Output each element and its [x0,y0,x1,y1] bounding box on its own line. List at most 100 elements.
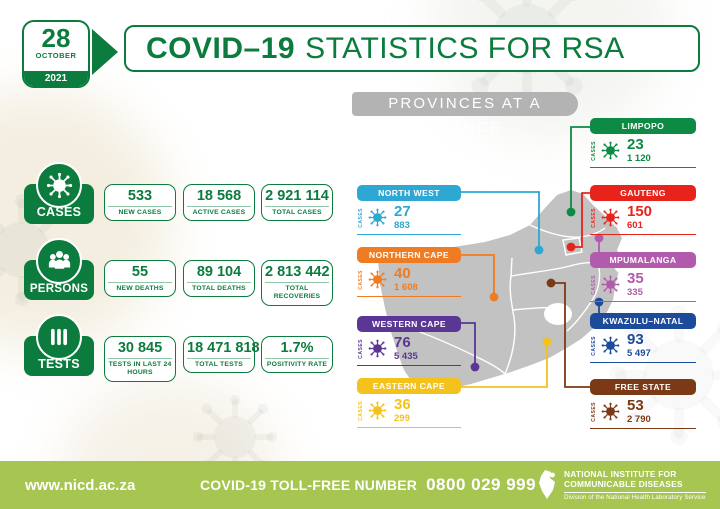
website-link[interactable]: www.nicd.ac.za [25,476,136,494]
province-cases-sub: 335 [627,287,643,298]
province-connectors [449,126,604,388]
province-cases-sub: 883 [394,220,410,231]
province-name: EASTERN CAPE [357,378,461,394]
province-virus-icon [601,275,620,294]
stat-box-tests-24h: 30 845 TESTS IN LAST 24 HOURS [104,336,176,382]
stat-box-positivity-rate: 1.7% POSITIVITY RATE [261,336,333,374]
province-cases-main: 53 [627,397,644,414]
stat-value: 1.7% [280,340,314,356]
page-title: COVID–19 STATISTICS FOR RSA [124,25,700,72]
date-month: OCTOBER [35,51,77,60]
callout-mpumalanga: MPUMALANGA CASES 35 335 [590,252,696,302]
stat-box-active-cases: 18 568 ACTIVE CASES [183,184,255,222]
cases-vertical-label: CASES [358,207,364,228]
nicd-logo-icon [539,470,555,499]
province-name: GAUTENG [590,185,696,201]
stat-box-new-cases: 533 NEW CASES [104,184,176,222]
cases-vertical-label: CASES [358,400,364,421]
org-name-line2: COMMUNICABLE DISEASES [564,478,683,489]
cases-vertical-label: CASES [591,207,597,228]
province-name: NORTH WEST [357,185,461,201]
stat-box-total-recoveries: 2 813 442 TOTAL RECOVERIES [261,260,333,306]
org-subtitle: Division of the National Health Laborato… [564,491,706,502]
stat-box-new-deaths: 55 NEW DEATHS [104,260,176,298]
connector-western-cape [461,322,480,372]
stat-value: 18 568 [196,188,242,204]
provinces-banner: PROVINCES AT A GLANCE [352,92,578,136]
stats-row-tests: TESTS 30 845 TESTS IN LAST 24 HOURS 18 4… [24,314,340,388]
stat-box-total-cases: 2 921 114 TOTAL CASES [261,184,333,222]
stat-label: POSITIVITY RATE [265,358,329,369]
connector-north-west [449,191,544,255]
stat-label: NEW CASES [108,206,172,217]
stat-value: 89 104 [196,264,242,280]
province-cases-sub: 601 [627,220,643,231]
callout-limpopo: LIMPOPO CASES 23 1 120 [590,118,696,168]
province-name: KWAZULU–NATAL [590,313,696,329]
persons-icon [36,238,82,284]
tollfree-label: COVID-19 TOLL-FREE NUMBER [200,477,418,493]
stats-row-cases: CASES 533 NEW CASES 18 568 ACTIVE CASES … [24,162,340,236]
callout-western-cape: WESTERN CAPE CASES 76 5 435 [357,316,461,366]
stat-value: 30 845 [117,340,163,356]
cases-vertical-label: CASES [358,269,364,290]
province-name: LIMPOPO [590,118,696,134]
stats-row-persons: PERSONS 55 NEW DEATHS 89 104 TOTAL DEATH… [24,238,340,312]
province-name: WESTERN CAPE [357,316,461,332]
stat-label: NEW DEATHS [108,282,172,293]
connector-eastern-cape [461,337,552,388]
province-virus-icon [368,208,387,227]
province-cases-main: 150 [627,203,653,220]
province-virus-icon [601,208,620,227]
callout-kwazulu-natal: KWAZULU–NATAL CASES 93 5 497 [590,313,696,363]
stat-label: TOTAL DEATHS [187,282,251,293]
province-cases-main: 23 [627,136,644,153]
title-covid: COVID–19 [146,31,296,65]
arrow-right-icon [92,29,118,75]
stat-value: 533 [127,188,153,204]
cases-vertical-label: CASES [591,401,597,422]
province-cases-main: 36 [394,396,411,413]
callout-gauteng: GAUTENG CASES 150 601 [590,185,696,235]
stat-label: TOTAL TESTS [187,358,251,369]
stat-value: 18 471 818 [187,340,260,356]
org-name-line1: NATIONAL INSTITUTE FOR [564,468,677,479]
persons-badge-label: PERSONS [29,283,89,295]
province-name: MPUMALANGA [590,252,696,268]
province-name: FREE STATE [590,379,696,395]
province-virus-icon [601,402,620,421]
cases-vertical-label: CASES [591,335,597,356]
province-virus-icon [601,141,620,160]
province-name: NORTHERN CAPE [357,247,461,263]
tollfree-number: 0800 029 999 [426,475,537,494]
province-virus-icon [368,270,387,289]
cases-vertical-label: CASES [591,274,597,295]
callout-free-state: FREE STATE CASES 53 2 790 [590,379,696,429]
virus-icon [36,162,82,208]
province-cases-main: 27 [394,203,411,220]
tests-badge-label: TESTS [38,357,80,371]
callout-northern-cape: NORTHERN CAPE CASES 40 1 608 [357,247,461,297]
province-cases-sub: 1 608 [394,282,418,293]
province-cases-sub: 1 120 [627,153,651,164]
callout-north-west: NORTH WEST CASES 27 883 [357,185,461,235]
tollfree-line: COVID-19 TOLL-FREE NUMBER 0800 029 999 [200,461,536,509]
cases-vertical-label: CASES [358,338,364,359]
stat-value: 55 [131,264,149,280]
stat-label: ACTIVE CASES [187,206,251,217]
stat-box-total-tests: 18 471 818 TOTAL TESTS [183,336,260,374]
callout-eastern-cape: EASTERN CAPE CASES 36 299 [357,378,461,428]
connector-free-state [546,278,591,388]
province-cases-sub: 5 497 [627,348,651,359]
province-cases-main: 35 [627,270,644,287]
connector-mpumalanga [594,233,604,253]
province-virus-icon [368,339,387,358]
province-cases-main: 93 [627,331,644,348]
province-cases-main: 40 [394,265,411,282]
date-badge: 28 OCTOBER 2021 [22,20,90,88]
cases-badge-label: CASES [36,205,82,219]
date-day: 28 [41,23,71,53]
province-cases-sub: 2 790 [627,414,651,425]
footer-bar: www.nicd.ac.za COVID-19 TOLL-FREE NUMBER… [0,461,720,509]
